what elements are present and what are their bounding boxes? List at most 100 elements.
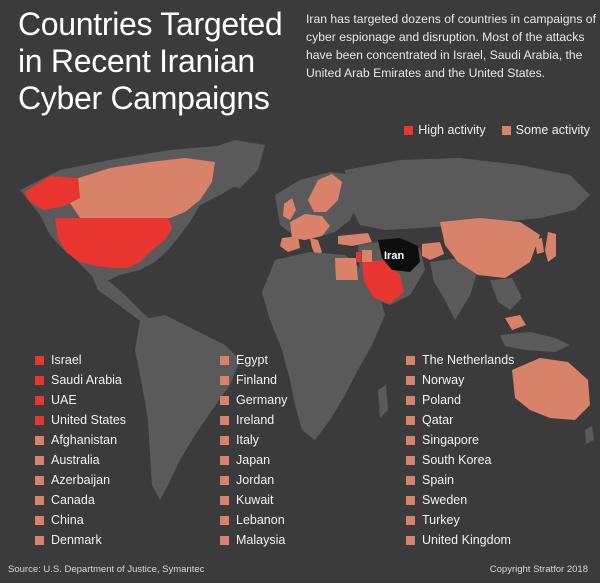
country-swatch [220, 435, 229, 445]
map-canada [68, 158, 215, 218]
country-list-item: Egypt [220, 350, 400, 370]
country-name: The Netherlands [422, 353, 515, 367]
country-swatch [406, 395, 415, 405]
country-name: Israel [51, 353, 82, 367]
country-name: Ireland [236, 413, 275, 427]
country-swatch [35, 455, 44, 465]
copyright-note: Copyright Stratfor 2018 [489, 564, 588, 575]
country-name: Spain [422, 473, 454, 487]
map-label-iran: Iran [384, 250, 404, 262]
country-list-item: Malaysia [220, 530, 400, 550]
legend: High activity Some activity [404, 123, 590, 137]
country-swatch [220, 535, 229, 545]
country-swatch [406, 515, 415, 525]
country-list-column-2: Egypt Finland Germany Ireland Italy Japan Jord… [220, 350, 400, 550]
country-name: Lebanon [236, 513, 285, 527]
country-list-item: Finland [220, 370, 400, 390]
country-swatch [406, 475, 415, 485]
map-russia [345, 158, 590, 230]
map-indonesia [500, 332, 570, 352]
map-western-europe [290, 214, 330, 240]
country-name: United Kingdom [422, 533, 511, 547]
country-name: Japan [236, 453, 271, 467]
map-afghanistan [422, 242, 444, 260]
country-swatch [220, 395, 229, 405]
country-list-item: Afghanistan [35, 430, 215, 450]
country-list-column-1: Israel Saudi Arabia UAE United States Afghan… [35, 350, 215, 550]
country-name: UAE [51, 393, 77, 407]
country-list-item: South Korea [406, 450, 586, 470]
country-list-item: Kuwait [220, 490, 400, 510]
map-africa [262, 252, 385, 440]
country-list-item: Canada [35, 490, 215, 510]
country-swatch [406, 435, 415, 445]
map-india [430, 258, 478, 320]
country-list-item: United Kingdom [406, 530, 586, 550]
country-swatch [35, 375, 44, 385]
country-name: Saudi Arabia [51, 373, 122, 387]
country-list-item: Poland [406, 390, 586, 410]
country-name: Azerbaijan [51, 473, 111, 487]
map-malaysia [505, 315, 526, 330]
country-list-item: Denmark [35, 530, 215, 550]
country-swatch [35, 415, 44, 425]
country-name: Egypt [236, 353, 268, 367]
map-egypt [335, 258, 358, 280]
map-central-america [92, 276, 150, 322]
country-list-column-3: The Netherlands Norway Poland Qatar Singapor… [406, 350, 586, 550]
country-swatch [35, 355, 44, 365]
legend-item-some: Some activity [501, 123, 590, 137]
map-jordan [362, 250, 372, 262]
country-list-item: UAE [35, 390, 215, 410]
legend-swatch-high [404, 125, 414, 135]
country-list-item: Turkey [406, 510, 586, 530]
map-iran [378, 238, 420, 272]
country-swatch [220, 515, 229, 525]
country-list-item: Israel [35, 350, 215, 370]
country-name: Malaysia [236, 533, 286, 547]
page-title: Countries Targeted in Recent Iranian Cyb… [18, 6, 283, 116]
page-subtitle: Iran has targeted dozens of countries in… [306, 12, 596, 80]
map-turkey [338, 233, 372, 246]
country-list-item: Japan [220, 450, 400, 470]
country-swatch [220, 495, 229, 505]
country-swatch [35, 435, 44, 445]
map-united-kingdom [283, 198, 296, 220]
map-greenland [205, 140, 265, 188]
map-japan [545, 232, 556, 262]
country-list-item: Singapore [406, 430, 586, 450]
map-new-zealand [585, 426, 594, 444]
country-name: Canada [51, 493, 95, 507]
map-saudi-arabia [362, 260, 404, 304]
country-list-item: Lebanon [220, 510, 400, 530]
country-list-item: Qatar [406, 410, 586, 430]
country-name: Sweden [422, 493, 468, 507]
country-swatch [35, 475, 44, 485]
country-list-item: Sweden [406, 490, 586, 510]
country-name: Norway [422, 373, 465, 387]
country-swatch [406, 455, 415, 465]
country-name: United States [51, 413, 127, 427]
map-south-america [135, 315, 240, 500]
country-list-item: The Netherlands [406, 350, 586, 370]
legend-swatch-some [501, 125, 511, 135]
country-swatch [220, 355, 229, 365]
country-list-item: Norway [406, 370, 586, 390]
country-swatch [406, 495, 415, 505]
country-list-item: Australia [35, 450, 215, 470]
country-name: Australia [51, 453, 100, 467]
map-israel [356, 252, 361, 262]
map-scandinavia [308, 174, 342, 212]
country-name: Denmark [51, 533, 102, 547]
country-swatch [35, 515, 44, 525]
country-list-item: Ireland [220, 410, 400, 430]
country-name: Italy [236, 433, 259, 447]
country-name: Poland [422, 393, 461, 407]
country-name: South Korea [422, 453, 492, 467]
country-list-item: Azerbaijan [35, 470, 215, 490]
country-swatch [406, 355, 415, 365]
country-swatch [406, 375, 415, 385]
country-name: Qatar [422, 413, 454, 427]
country-name: Singapore [422, 433, 479, 447]
